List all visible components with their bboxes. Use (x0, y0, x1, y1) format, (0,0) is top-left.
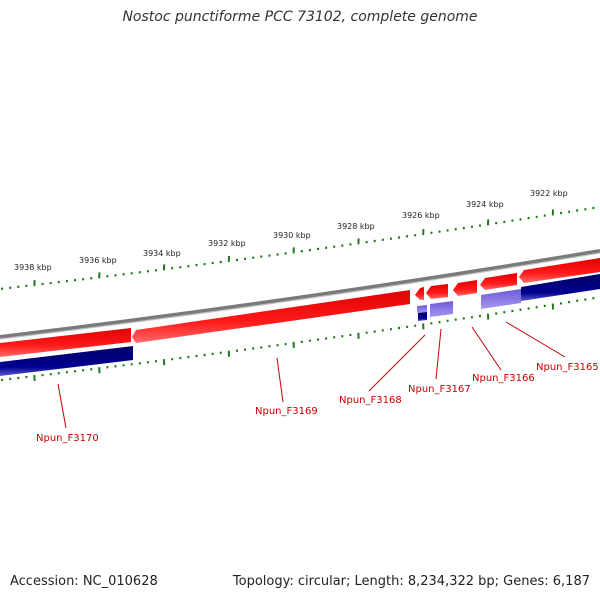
gene-npun-f3170-reverse[interactable] (0, 346, 133, 376)
gene-npun-f3167-forward[interactable] (426, 284, 448, 299)
tick-label: 3922 kbp (530, 189, 568, 198)
forward-genes (0, 258, 600, 357)
gene-label-npun-f3169[interactable]: Npun_F3169 (255, 406, 318, 417)
gene-label-npun-f3168[interactable]: Npun_F3168 (339, 395, 402, 406)
genome-summary: Topology: circular; Length: 8,234,322 bp… (232, 574, 590, 589)
inner-scale-ruler (1, 297, 595, 382)
genome-backbone-highlight (0, 252, 600, 340)
reverse-genes (0, 274, 600, 376)
leader-npun-f3168 (368, 334, 426, 392)
tick-label: 3926 kbp (402, 211, 440, 220)
leader-npun-f3166 (471, 326, 502, 371)
gene-label-npun-f3166[interactable]: Npun_F3166 (472, 373, 535, 384)
tick-label: 3934 kbp (143, 249, 181, 258)
gene-npun-f3168-reverse-light[interactable] (417, 305, 427, 313)
gene-npun-f3169[interactable] (132, 290, 410, 343)
tick-label: 3928 kbp (337, 222, 375, 231)
outer-scale-ruler (1, 206, 595, 290)
gene-label-leaders (57, 321, 566, 429)
gene-npun-f3165-reverse-light[interactable] (481, 289, 521, 309)
tick-label: 3930 kbp (273, 231, 311, 240)
gene-npun-f3166-forward[interactable] (453, 280, 477, 296)
accession-label: Accession: NC_010628 (10, 574, 158, 589)
tick-label: 3932 kbp (208, 239, 246, 248)
scale-tick-labels: 3938 kbp 3936 kbp 3934 kbp 3932 kbp 3930… (14, 189, 568, 272)
gene-npun-f3165-reverse[interactable] (521, 274, 600, 301)
leader-npun-f3167 (435, 328, 442, 380)
leader-npun-f3170 (57, 383, 67, 429)
gene-npun-f3168-reverse[interactable] (418, 312, 427, 321)
tick-label: 3938 kbp (14, 263, 52, 272)
tick-label: 3924 kbp (466, 200, 504, 209)
map-title: Nostoc punctiforme PCC 73102, complete g… (122, 9, 478, 25)
genome-backbone (0, 249, 600, 339)
gene-npun-f3167-reverse[interactable] (430, 301, 453, 317)
gene-label-npun-f3165[interactable]: Npun_F3165 (536, 362, 599, 373)
leader-npun-f3165 (505, 321, 566, 358)
gene-label-npun-f3170[interactable]: Npun_F3170 (36, 433, 99, 444)
leader-npun-f3169 (276, 357, 284, 403)
gene-label-npun-f3167[interactable]: Npun_F3167 (408, 384, 471, 395)
gene-npun-f3168-forward[interactable] (415, 287, 424, 300)
gene-next-forward[interactable] (519, 258, 600, 283)
gene-npun-f3165-forward[interactable] (480, 273, 517, 290)
gene-npun-f3170-forward[interactable] (0, 328, 131, 357)
tick-label: 3936 kbp (79, 256, 117, 265)
gene-labels: Npun_F3170 Npun_F3169 Npun_F3168 Npun_F3… (36, 362, 599, 444)
